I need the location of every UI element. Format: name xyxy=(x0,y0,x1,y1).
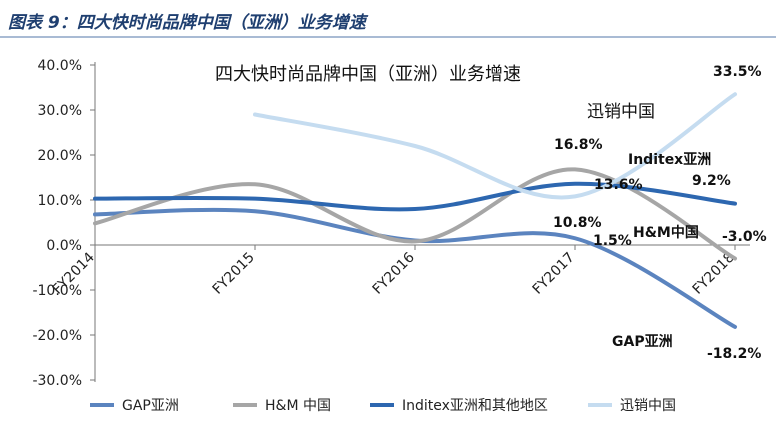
y-tick-label: -20.0% xyxy=(32,328,82,344)
y-tick-label: -30.0% xyxy=(32,373,82,389)
y-tick-label: 30.0% xyxy=(38,103,82,119)
data-label-gap-fy2018: -18.2% xyxy=(707,346,761,362)
figure-header: 图表 9：四大快时尚品牌中国（亚洲）业务增速 xyxy=(0,0,776,40)
legend-item-gap-asia: GAP亚洲 xyxy=(122,398,179,414)
y-tick-label: -10.0% xyxy=(32,283,82,299)
x-axis-ticks: FY2014 FY2015 FY2016 FY2017 FY2018 xyxy=(50,245,738,298)
legend-item-hm-china: H&M 中国 xyxy=(265,398,331,414)
chart-legend: GAP亚洲 H&M 中国 Inditex亚洲和其他地区 迅销中国 xyxy=(90,398,676,414)
y-tick-label: 0.0% xyxy=(46,238,82,254)
y-tick-label: 40.0% xyxy=(38,58,82,74)
data-label-xunxiao-fy2017: 10.8% xyxy=(553,215,602,231)
data-label-hm-fy2018: -3.0% xyxy=(722,229,767,245)
y-tick-label: 20.0% xyxy=(38,148,82,164)
chart-inner-title: 四大快时尚品牌中国（亚洲）业务增速 xyxy=(215,64,521,85)
legend-item-inditex-asia: Inditex亚洲和其他地区 xyxy=(402,398,548,414)
legend-item-xunxiao-china: 迅销中国 xyxy=(620,398,676,414)
series-line-inditex-asia xyxy=(93,181,737,212)
data-label-hm-fy2017: 16.8% xyxy=(554,137,603,153)
figure-title: 图表 9：四大快时尚品牌中国（亚洲）业务增速 xyxy=(8,13,366,33)
y-tick-label: 10.0% xyxy=(38,193,82,209)
data-label-inditex-fy2017: 13.6% xyxy=(594,177,643,193)
series-line-xunxiao-china xyxy=(253,92,737,200)
series-annotation-gap: GAP亚洲 xyxy=(612,334,673,350)
x-tick-label: FY2015 xyxy=(210,250,258,298)
series-annotation-hm: H&M中国 xyxy=(633,224,699,241)
series-annotation-inditex: Inditex亚洲 xyxy=(628,152,711,168)
data-label-xunxiao-fy2018: 33.5% xyxy=(713,64,762,80)
data-label-gap-fy2017: 1.5% xyxy=(593,233,632,249)
series-annotation-xunxiao: 迅销中国 xyxy=(587,102,655,122)
x-tick-label: FY2016 xyxy=(370,249,418,297)
title-divider xyxy=(0,36,776,38)
x-tick-label: FY2017 xyxy=(530,250,578,298)
data-label-inditex-fy2018: 9.2% xyxy=(692,173,731,189)
series-lines xyxy=(93,92,737,329)
y-axis-ticks: 40.0% 30.0% 20.0% 10.0% 0.0% -10.0% -20.0% -30.… xyxy=(32,58,95,389)
